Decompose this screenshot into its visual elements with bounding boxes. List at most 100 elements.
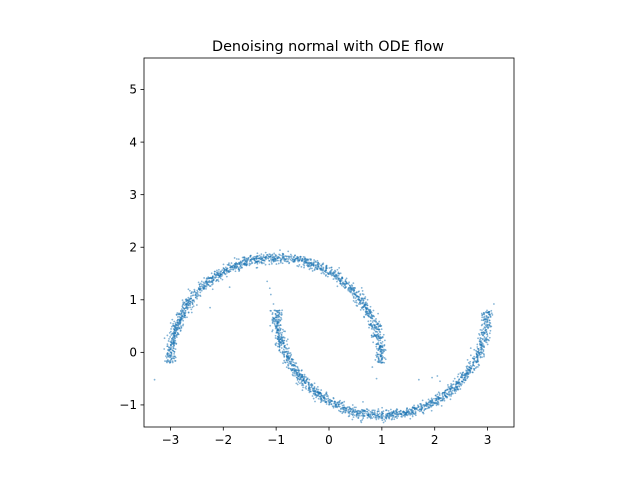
data-point [316, 262, 319, 264]
data-point [325, 392, 328, 395]
data-point [481, 314, 484, 317]
data-point [175, 343, 178, 345]
data-point [174, 356, 177, 359]
data-point [186, 306, 189, 309]
data-point [295, 382, 298, 385]
data-point [180, 311, 183, 314]
data-point [310, 384, 312, 387]
data-point [293, 372, 296, 375]
data-point [317, 388, 320, 391]
data-point [279, 313, 281, 316]
x-tick-label: −2 [214, 433, 232, 447]
data-point [449, 386, 451, 388]
data-point [153, 378, 156, 381]
data-point [378, 325, 381, 327]
data-point [292, 361, 295, 364]
data-point [330, 403, 333, 405]
data-point [184, 311, 187, 314]
data-point [199, 291, 202, 294]
data-point [490, 309, 493, 312]
data-point [348, 406, 351, 408]
data-point [347, 406, 349, 408]
data-point [263, 259, 266, 261]
data-point [357, 410, 359, 413]
data-point [474, 367, 477, 369]
data-point [382, 421, 385, 424]
y-tick-label: 5 [129, 83, 137, 97]
data-point [353, 406, 356, 409]
data-point [487, 327, 489, 330]
data-point [370, 325, 373, 328]
x-tick-label: 0 [325, 433, 333, 447]
data-point [302, 384, 305, 387]
data-point [481, 344, 483, 347]
data-point [493, 303, 495, 305]
data-point [379, 361, 382, 364]
data-point [370, 311, 373, 314]
data-point [191, 306, 194, 309]
data-point [311, 384, 314, 387]
data-point [168, 331, 171, 334]
data-point [320, 389, 323, 391]
data-point [379, 339, 382, 342]
data-point [168, 346, 171, 349]
data-point [484, 340, 487, 343]
data-point [452, 380, 455, 382]
data-point [359, 293, 362, 295]
data-point [476, 360, 479, 363]
data-point [202, 281, 205, 284]
data-point [293, 367, 296, 370]
data-point [439, 380, 441, 383]
data-point [238, 270, 240, 273]
data-point [279, 257, 282, 260]
data-point [213, 270, 216, 273]
data-point [258, 261, 261, 264]
data-point [458, 385, 460, 387]
data-point [268, 253, 271, 256]
data-point [422, 404, 424, 407]
data-point [258, 254, 261, 257]
data-point [330, 274, 333, 277]
data-point [195, 304, 198, 306]
data-point [484, 318, 487, 320]
data-point [217, 276, 220, 279]
data-point [403, 414, 405, 416]
data-point [325, 398, 328, 401]
data-point [376, 411, 379, 413]
data-point [298, 378, 301, 381]
data-point [313, 382, 316, 385]
data-point [260, 253, 263, 256]
data-point [370, 327, 373, 330]
data-point [376, 412, 379, 415]
data-point [280, 343, 283, 345]
data-point [361, 290, 364, 292]
data-point [378, 361, 380, 363]
data-point [228, 262, 230, 265]
data-point [290, 259, 293, 262]
data-point [244, 259, 247, 261]
data-point [283, 336, 286, 339]
data-point [272, 258, 275, 261]
data-point [382, 352, 384, 354]
data-point [268, 260, 271, 262]
data-point [448, 393, 450, 396]
data-point [427, 405, 430, 408]
data-point [277, 313, 280, 316]
data-point [383, 344, 386, 347]
data-point [255, 258, 258, 261]
data-point [476, 354, 479, 356]
data-point [341, 401, 343, 404]
data-point [320, 394, 323, 397]
data-point [343, 400, 346, 403]
data-point [189, 300, 191, 303]
data-point [217, 274, 220, 277]
data-point [299, 382, 301, 385]
data-point [239, 265, 242, 268]
data-point [262, 262, 265, 265]
data-point [187, 311, 190, 314]
data-point [313, 387, 315, 390]
data-point [229, 268, 232, 271]
data-point [246, 258, 249, 261]
data-point [166, 334, 169, 337]
data-point [412, 412, 415, 414]
